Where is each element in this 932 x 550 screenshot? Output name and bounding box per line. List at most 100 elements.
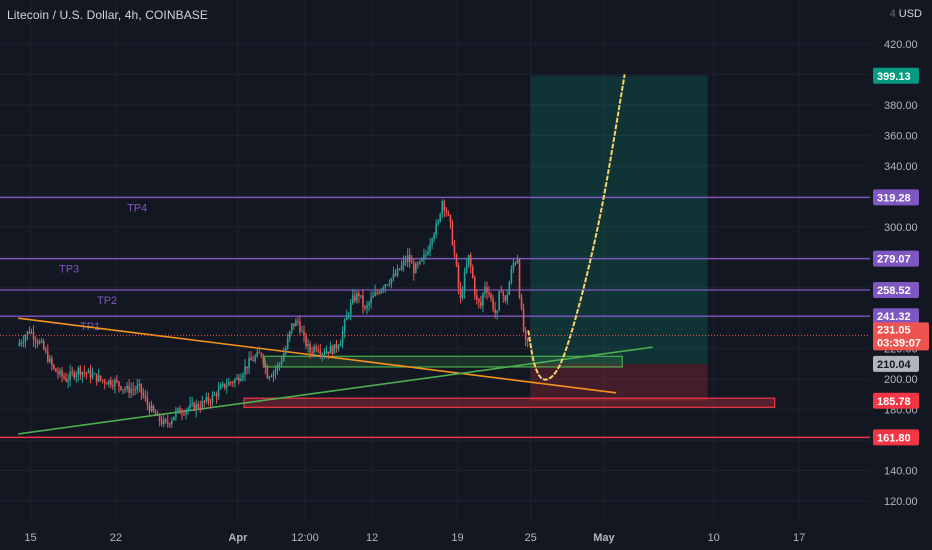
candle-body [51, 358, 53, 365]
candle-body [209, 401, 212, 403]
candle-body [331, 346, 334, 354]
price-axis[interactable]: 120.00140.00160.00180.00200.00220.00240.… [870, 0, 932, 550]
candle-body [49, 358, 51, 362]
stop-price-tag[interactable] [873, 392, 919, 409]
candle-body [195, 403, 198, 411]
currency-label[interactable]: 4 USD [890, 8, 922, 20]
candle-body [410, 262, 413, 264]
candle-body [459, 287, 462, 299]
candle-body [101, 379, 104, 381]
level-tp2-price-tag[interactable] [873, 281, 919, 298]
candle-body [128, 386, 130, 394]
candle-body [227, 382, 230, 386]
candle-body [305, 335, 307, 347]
candle-body [526, 338, 529, 342]
candle-body [97, 375, 100, 382]
candle-body [288, 331, 291, 339]
candle-body [467, 254, 470, 266]
candle-body [429, 244, 431, 252]
time-axis[interactable]: 15 22 Apr 12:00 12 19 25 May 10 17 [0, 525, 870, 550]
candle-body [449, 214, 452, 223]
chart-title: Litecoin / U.S. Dollar, 4h, COINBASE [7, 8, 209, 22]
level-tp3-price-tag[interactable] [873, 250, 919, 267]
candle-body [490, 294, 492, 299]
time-tick-label: Apr [228, 532, 248, 544]
candle-body [354, 295, 356, 301]
level-tp1-price-tag[interactable] [873, 308, 919, 325]
candle-body [199, 407, 202, 409]
candle-body [114, 379, 116, 387]
candle-body [339, 343, 342, 347]
candle-body [390, 278, 393, 284]
candle-body [266, 367, 269, 379]
candle-body [327, 351, 330, 354]
candle-body [18, 343, 21, 346]
candle-body [34, 339, 37, 342]
projected-path-curve[interactable] [527, 74, 626, 381]
current-price-tag[interactable] [873, 322, 929, 351]
red-stop-zone[interactable] [243, 397, 776, 408]
candle-body [63, 376, 65, 379]
support-price-tag[interactable] [873, 429, 919, 446]
candle-body [516, 259, 519, 263]
trendlines[interactable] [18, 317, 653, 435]
candle-body [260, 353, 263, 356]
candle-body [59, 370, 61, 374]
zone-boxes[interactable] [243, 355, 776, 408]
candle-body [103, 380, 106, 384]
candle-body [276, 364, 279, 370]
candle-body [455, 254, 458, 266]
projection[interactable] [0, 74, 870, 381]
candle-body [520, 297, 523, 310]
candle-body [142, 392, 145, 396]
orange-descending-trendline[interactable] [18, 317, 617, 394]
position-loss-area[interactable] [530, 363, 708, 401]
candle-body [207, 397, 210, 402]
candle-body [469, 254, 472, 267]
candle-body [423, 254, 425, 259]
entry-price-tag[interactable] [873, 355, 919, 372]
candle-body [522, 309, 525, 331]
candle-body [254, 356, 256, 362]
time-tick-label: 15 [24, 532, 36, 544]
candle-body [392, 273, 395, 279]
candle-body [518, 259, 521, 298]
candle-body [46, 351, 49, 362]
grid [0, 0, 870, 520]
candle-body [223, 383, 226, 388]
candle-body [221, 383, 224, 386]
candle-body [366, 305, 368, 309]
candle-body [524, 330, 527, 339]
candle-body [160, 421, 163, 425]
horizontal-levels[interactable]: TP4TP3TP2TP1 [0, 196, 870, 439]
candle-body [124, 389, 126, 391]
candle-body [368, 302, 370, 306]
candle-body [278, 364, 281, 366]
candle-body [299, 321, 301, 332]
candle-body [351, 295, 354, 304]
candle-body [433, 234, 435, 239]
green-entry-zone[interactable] [264, 355, 623, 368]
candle-body [451, 222, 454, 245]
candle-body [73, 372, 76, 378]
candle-body [181, 413, 183, 415]
candle-body [415, 263, 417, 274]
candle-body [225, 385, 228, 388]
candle-body [319, 351, 322, 355]
candle-body [85, 372, 88, 374]
candle-body [396, 268, 399, 276]
green-ascending-trendline[interactable] [18, 346, 653, 435]
candle-body [242, 374, 244, 379]
price-tick-label: 340.00 [884, 161, 918, 173]
candle-body [280, 361, 283, 365]
candle-body [203, 401, 206, 403]
target-price-tag[interactable] [873, 67, 919, 84]
position-profit-area[interactable] [530, 75, 708, 364]
candle-body [473, 277, 476, 296]
candle-body [274, 369, 277, 373]
candle-body [175, 410, 177, 417]
level-tp4-price-tag[interactable] [873, 189, 919, 206]
candle-body [166, 421, 169, 424]
time-tick-label: 22 [110, 532, 122, 544]
